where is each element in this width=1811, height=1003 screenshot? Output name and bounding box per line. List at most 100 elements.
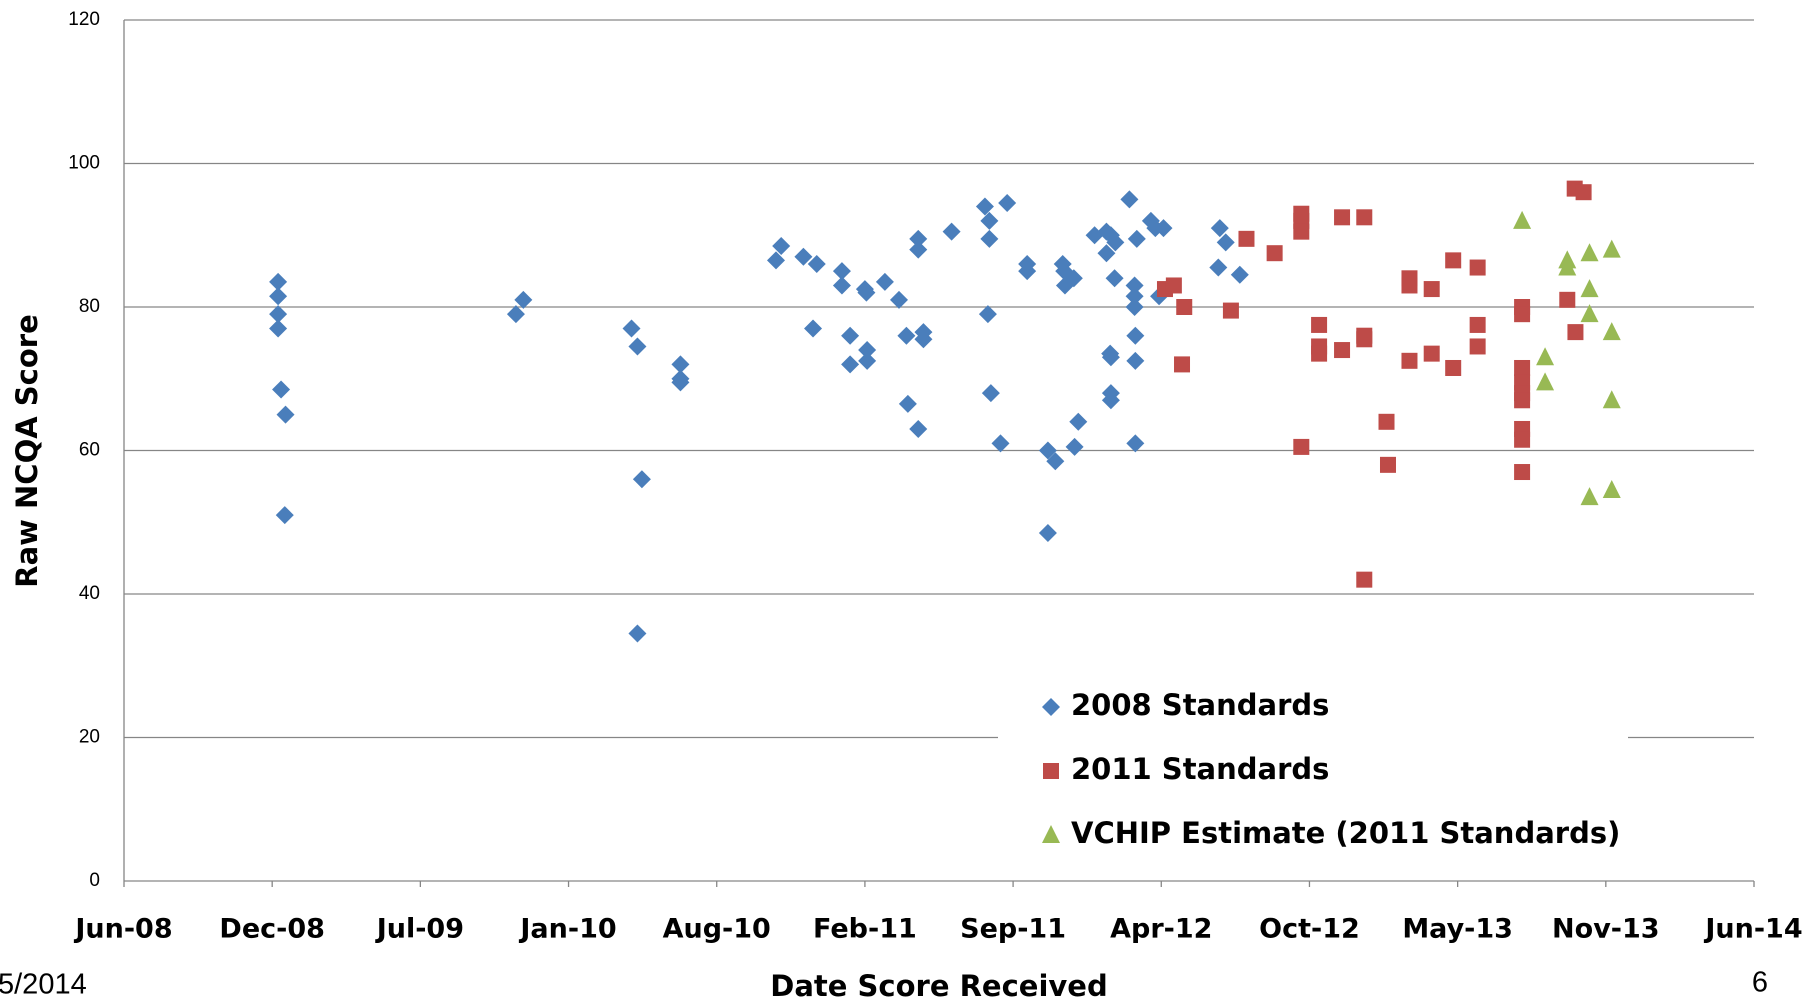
- point: [1334, 209, 1351, 226]
- point: [1445, 359, 1462, 376]
- point: [1334, 342, 1351, 359]
- point: [841, 355, 860, 374]
- point: [998, 193, 1017, 212]
- point: [1356, 331, 1373, 348]
- point: [1222, 302, 1239, 319]
- point: [794, 247, 813, 266]
- point: [275, 506, 294, 525]
- point: [1125, 276, 1144, 295]
- point: [269, 287, 288, 306]
- point: [1401, 277, 1418, 294]
- point: [1266, 245, 1283, 262]
- point: [1105, 269, 1124, 288]
- point: [628, 337, 647, 356]
- point: [980, 229, 999, 248]
- x-tick-label: Oct-12: [1259, 914, 1360, 945]
- point: [857, 283, 876, 302]
- point: [897, 326, 916, 345]
- point: [622, 319, 641, 338]
- point: [1125, 298, 1144, 316]
- point: [1575, 184, 1592, 201]
- point: [1567, 324, 1584, 341]
- point: [1580, 243, 1599, 262]
- x-tick-label: May-13: [1402, 914, 1513, 945]
- point: [1038, 441, 1057, 460]
- point: [978, 305, 997, 324]
- point: [1126, 434, 1145, 453]
- point: [980, 211, 999, 230]
- point: [272, 380, 291, 399]
- point: [841, 326, 860, 345]
- point: [1559, 291, 1576, 308]
- point: [1513, 210, 1532, 229]
- x-tick-label: Jun-08: [73, 914, 172, 945]
- point: [1469, 259, 1486, 276]
- point: [1120, 190, 1139, 209]
- point: [1230, 265, 1249, 284]
- point: [671, 373, 690, 392]
- point: [1209, 258, 1228, 277]
- point: [889, 290, 908, 309]
- point: [1210, 219, 1229, 238]
- point: [858, 341, 877, 360]
- legend-marker: [1042, 825, 1060, 843]
- point: [1238, 230, 1255, 247]
- point: [1126, 326, 1145, 345]
- x-axis-title: Date Score Received: [770, 969, 1107, 1003]
- point: [1536, 347, 1555, 366]
- point: [269, 305, 288, 324]
- point: [804, 319, 823, 338]
- point: [269, 272, 288, 291]
- point: [1154, 219, 1173, 238]
- x-tick-label: Apr-12: [1110, 914, 1212, 945]
- point: [1445, 252, 1462, 269]
- x-tick-label: Sep-11: [960, 914, 1066, 945]
- point: [807, 254, 826, 273]
- point: [1602, 479, 1621, 498]
- legend-box: [998, 682, 1628, 868]
- point: [1356, 571, 1373, 588]
- point: [832, 276, 851, 295]
- point: [1174, 356, 1191, 373]
- point: [1378, 413, 1395, 430]
- point: [1165, 277, 1182, 294]
- x-tick-label: Dec-08: [219, 914, 325, 945]
- legend-label: 2011 Standards: [1071, 752, 1329, 786]
- point: [1101, 348, 1120, 367]
- point: [1126, 351, 1145, 370]
- point: [1580, 304, 1599, 323]
- point: [1602, 322, 1621, 341]
- x-tick-label: Nov-13: [1552, 914, 1660, 945]
- point: [671, 355, 690, 374]
- point: [1602, 390, 1621, 409]
- point: [1379, 456, 1396, 473]
- point: [914, 330, 933, 349]
- x-tick-label: Jun-14: [1703, 914, 1802, 945]
- point: [1216, 233, 1235, 252]
- point: [632, 470, 651, 489]
- point: [832, 262, 851, 281]
- point: [772, 237, 791, 256]
- point: [1536, 372, 1555, 391]
- y-tick-label: 40: [79, 583, 100, 604]
- point: [1097, 244, 1116, 263]
- legend-marker: [1042, 698, 1060, 716]
- point: [1127, 229, 1146, 248]
- point: [1514, 431, 1531, 448]
- x-tick-label: Jul-09: [375, 914, 464, 945]
- x-tick-label: Aug-10: [663, 914, 771, 945]
- point: [1065, 437, 1084, 456]
- point: [1514, 392, 1531, 409]
- point: [1580, 279, 1599, 298]
- point: [1293, 438, 1310, 455]
- point: [1311, 345, 1328, 362]
- point: [1125, 287, 1144, 306]
- y-tick-label: 100: [68, 153, 100, 174]
- page-number: 6: [1752, 967, 1768, 999]
- point: [1558, 257, 1577, 276]
- point: [858, 351, 877, 370]
- point: [1064, 269, 1083, 288]
- point: [1311, 316, 1328, 333]
- point: [909, 229, 928, 248]
- y-tick-label: 20: [79, 727, 100, 748]
